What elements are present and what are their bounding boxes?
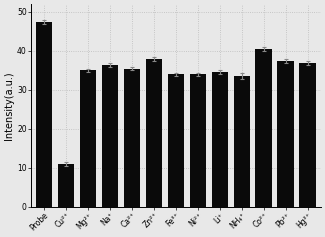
Bar: [124, 68, 140, 207]
Bar: [80, 70, 96, 207]
Bar: [299, 63, 316, 207]
Bar: [58, 164, 74, 207]
Y-axis label: Intensity(a.u.): Intensity(a.u.): [4, 71, 14, 140]
Bar: [189, 74, 206, 207]
Bar: [36, 22, 52, 207]
Bar: [255, 49, 272, 207]
Bar: [212, 72, 228, 207]
Bar: [102, 65, 118, 207]
Bar: [146, 59, 162, 207]
Bar: [233, 76, 250, 207]
Bar: [168, 74, 184, 207]
Bar: [278, 61, 294, 207]
